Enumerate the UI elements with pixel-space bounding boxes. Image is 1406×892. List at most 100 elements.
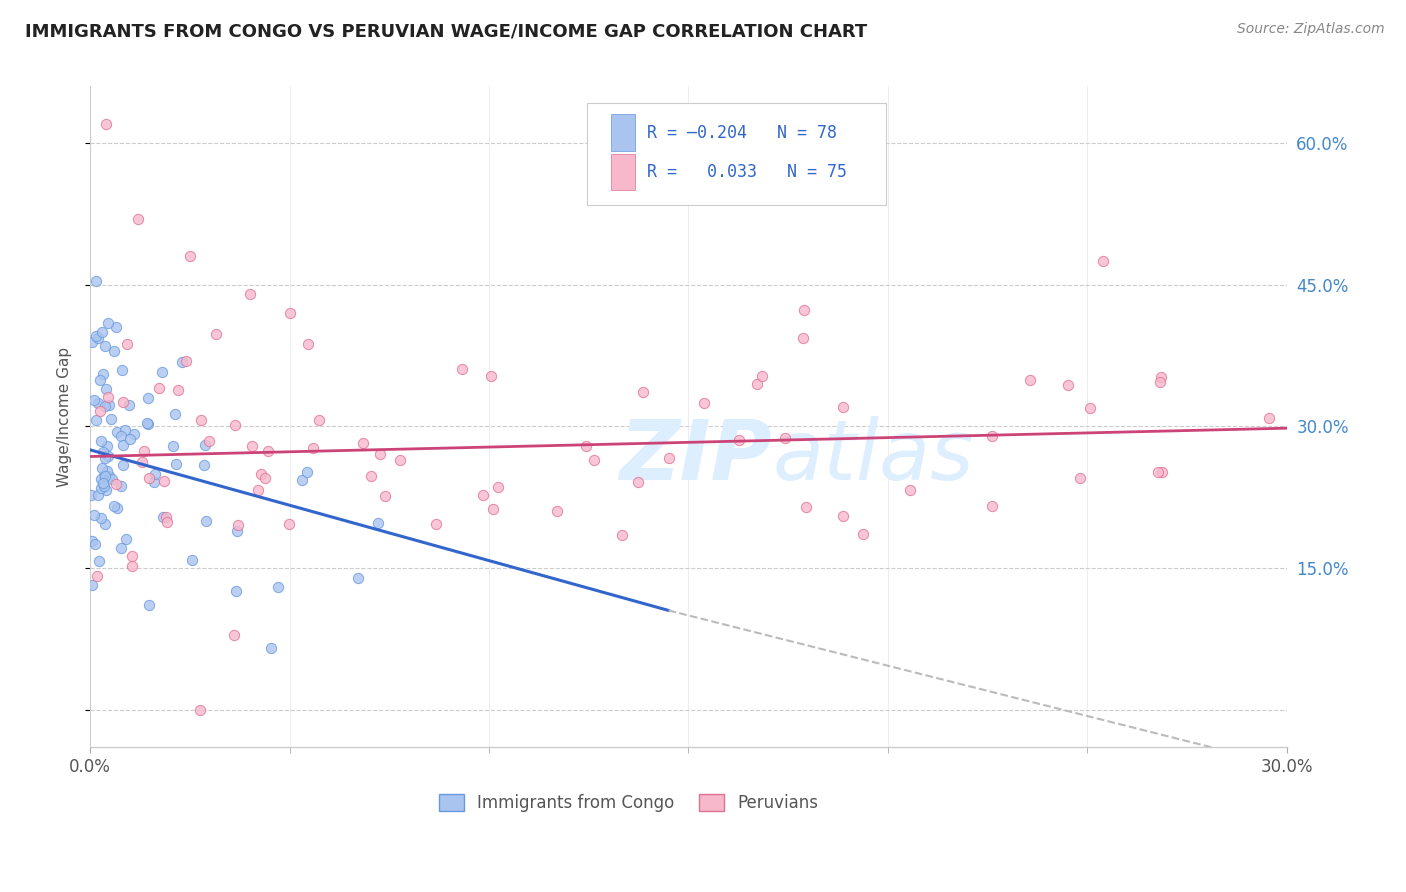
Text: ZIP: ZIP <box>620 416 772 497</box>
Point <box>745 377 768 392</box>
Point <box>257 443 280 458</box>
Point <box>121 558 143 573</box>
Point <box>115 533 138 547</box>
Point <box>1149 375 1171 389</box>
Point <box>583 452 606 467</box>
Point <box>91 325 114 339</box>
Point <box>90 481 112 495</box>
Point <box>1150 465 1173 479</box>
Point <box>97 449 120 463</box>
Point <box>1092 253 1115 268</box>
Point <box>301 442 323 456</box>
Point <box>153 474 176 488</box>
Point <box>83 508 105 522</box>
Point <box>94 483 117 497</box>
Point <box>831 401 853 415</box>
Point <box>86 569 108 583</box>
Point <box>194 514 217 528</box>
Point <box>226 524 249 538</box>
Point <box>97 316 120 330</box>
Point <box>86 329 108 343</box>
Point <box>179 249 201 263</box>
Point <box>105 501 128 516</box>
Point <box>1150 370 1173 384</box>
Point <box>134 444 156 458</box>
Point <box>194 438 217 452</box>
Point <box>96 464 118 478</box>
Point <box>89 554 111 568</box>
Point <box>89 404 111 418</box>
Point <box>143 467 166 481</box>
Point <box>96 117 118 131</box>
Point <box>627 475 650 490</box>
Point <box>479 369 502 384</box>
Point <box>104 477 127 491</box>
Point <box>112 395 135 409</box>
Point <box>728 433 751 447</box>
Point <box>90 434 112 448</box>
Point <box>84 537 107 551</box>
Point <box>471 488 494 502</box>
Point <box>114 423 136 437</box>
Point <box>143 475 166 490</box>
Point <box>575 439 598 453</box>
Point <box>80 488 103 502</box>
Point <box>222 628 245 642</box>
Point <box>190 413 212 427</box>
Point <box>980 429 1002 443</box>
Point <box>103 499 125 513</box>
Point <box>80 334 103 349</box>
Point <box>898 483 921 497</box>
Point <box>1056 378 1078 392</box>
Point <box>93 516 115 531</box>
Point <box>118 433 141 447</box>
Point <box>97 469 120 483</box>
Point <box>87 488 110 502</box>
Point <box>135 416 157 430</box>
Point <box>83 392 105 407</box>
Point <box>239 287 262 301</box>
Point <box>308 413 330 427</box>
Point <box>136 391 159 405</box>
Point <box>111 362 134 376</box>
Point <box>224 417 246 432</box>
Point <box>94 468 117 483</box>
Point <box>374 489 396 503</box>
Point <box>150 365 173 379</box>
Point <box>80 577 103 591</box>
FancyBboxPatch shape <box>610 154 634 191</box>
Point <box>148 381 170 395</box>
Point <box>96 439 118 453</box>
Point <box>832 508 855 523</box>
FancyBboxPatch shape <box>610 114 634 151</box>
Point <box>136 417 159 432</box>
Point <box>111 438 134 452</box>
Point <box>482 502 505 516</box>
Point <box>127 211 149 226</box>
Point <box>360 468 382 483</box>
Point <box>115 337 138 351</box>
Point <box>546 504 568 518</box>
Point <box>131 455 153 469</box>
Point <box>84 274 107 288</box>
Point <box>751 368 773 383</box>
Point <box>118 398 141 412</box>
Point <box>156 515 179 529</box>
Point <box>486 479 509 493</box>
Point <box>188 702 211 716</box>
Point <box>110 428 132 442</box>
Point <box>792 331 814 345</box>
Point <box>110 479 132 493</box>
Point <box>658 451 681 466</box>
Point <box>107 425 129 440</box>
Point <box>112 458 135 472</box>
Point <box>103 343 125 358</box>
Point <box>93 445 115 459</box>
Point <box>1018 372 1040 386</box>
Point <box>100 412 122 426</box>
Point <box>122 426 145 441</box>
Point <box>277 516 299 531</box>
Point <box>162 438 184 452</box>
Point <box>96 382 118 396</box>
Point <box>367 516 389 530</box>
